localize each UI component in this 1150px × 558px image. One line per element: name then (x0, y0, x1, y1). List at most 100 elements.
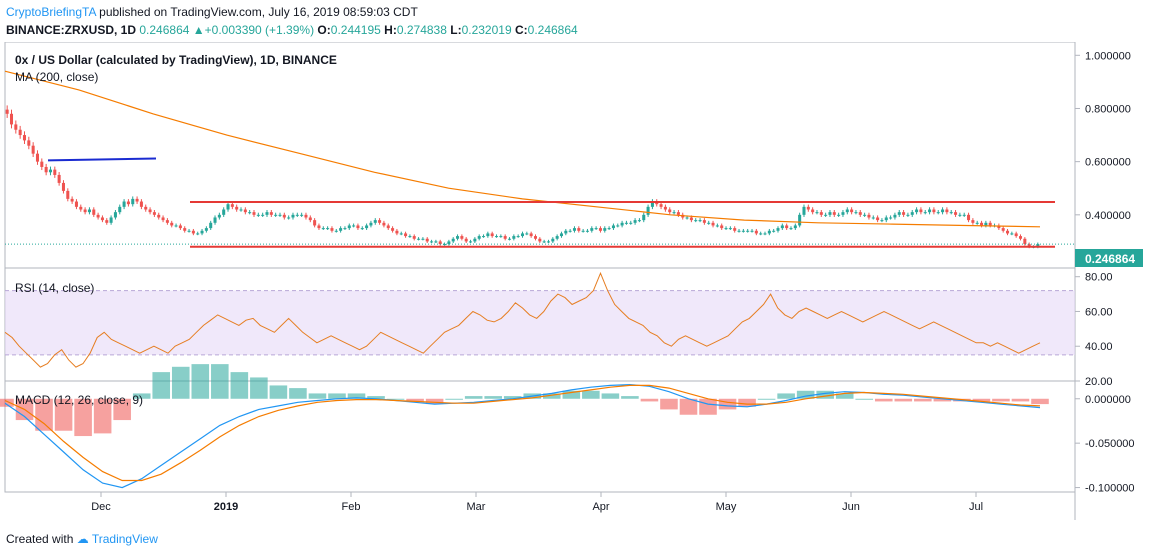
candle-body (928, 209, 932, 213)
candle-body (105, 220, 109, 223)
candle-body (274, 214, 278, 216)
candle-body (408, 236, 412, 238)
candle-body (637, 220, 641, 222)
macd-histogram-bar (367, 396, 385, 399)
candle-body (79, 206, 83, 210)
candle-body (109, 217, 113, 223)
candle-body (53, 169, 57, 175)
author-link[interactable]: CryptoBriefingTA (6, 5, 96, 19)
candle-body (793, 225, 797, 229)
candle-body (239, 209, 243, 211)
candle-body (22, 135, 27, 141)
candle-body (876, 217, 880, 221)
candle-body (568, 230, 572, 232)
candle-body (555, 236, 559, 239)
rsi-tick-label: 80.00 (1085, 272, 1113, 284)
candle-body (507, 238, 512, 240)
macd-histogram-bar (347, 393, 366, 399)
candle-body (603, 228, 607, 231)
candle-body (40, 161, 44, 167)
candle-body (741, 230, 745, 232)
candle-body (750, 230, 754, 232)
candle-body (144, 206, 148, 210)
macd-histogram-bar (718, 398, 737, 410)
time-tick-label: Mar (467, 501, 486, 513)
candle-body (300, 214, 304, 216)
candle-body (590, 228, 594, 231)
candle-body (525, 233, 529, 235)
candle-body (256, 214, 260, 216)
candle-body (152, 212, 156, 215)
candle-body (824, 214, 828, 216)
macd-histogram-bar (660, 398, 678, 410)
price-tick-label: 0.800000 (1085, 103, 1131, 115)
macd-histogram-bar (93, 398, 112, 434)
last-price-badge-text: 0.246864 (1085, 252, 1135, 266)
rsi-series (4, 271, 1041, 368)
price-pane[interactable] (4, 42, 1076, 269)
macd-histogram-bar (503, 396, 522, 399)
candle-body (57, 174, 61, 183)
candle-body (975, 222, 979, 224)
candle-body (183, 228, 187, 231)
candle-body (728, 228, 732, 230)
candle-body (395, 230, 399, 234)
candle-body (512, 236, 516, 239)
candle-body (707, 222, 711, 224)
candle-body (958, 214, 962, 216)
candle-body (139, 201, 143, 207)
chart-canvas[interactable]: 1.000000 0.800000 0.600000 0.400000 80.00 60.… (0, 42, 1150, 526)
open-label: O: (317, 23, 331, 37)
candle-body (733, 228, 737, 231)
macd-histogram-bar (992, 398, 1010, 402)
candle-body (789, 228, 793, 230)
candle-body (269, 212, 273, 215)
candle-body (326, 228, 330, 230)
macd-histogram-bar (1031, 398, 1049, 405)
tradingview-brand[interactable]: TradingView (91, 532, 158, 546)
macd-histogram-bar (679, 398, 698, 415)
candle-body (44, 166, 48, 173)
candle-body (685, 217, 689, 219)
last-price-badge (1075, 249, 1143, 267)
macd-histogram-bar (484, 396, 502, 399)
macd-histogram-bar (0, 398, 14, 407)
candle-body (676, 212, 680, 215)
rsi-band (5, 290, 1075, 356)
candle-body (546, 241, 550, 243)
candle-body (1036, 244, 1040, 247)
macd-histogram-bar (894, 398, 913, 402)
footer: Created with ☁ TradingView (6, 531, 158, 547)
macd-histogram-bar (132, 393, 151, 399)
candle-body (27, 140, 31, 146)
candle-body (126, 201, 130, 205)
candle-body (620, 222, 624, 226)
macd-series (0, 364, 1049, 489)
candle-body (715, 225, 719, 227)
candle-body (83, 209, 87, 213)
candle-body (585, 230, 589, 232)
macd-histogram-bar (757, 398, 776, 400)
candle-body (187, 230, 191, 232)
candle-body (538, 238, 542, 242)
candle-body (971, 220, 975, 223)
candle-body (174, 225, 178, 227)
candle-body (980, 222, 984, 226)
candle-body (473, 238, 477, 242)
rsi-band-fill (5, 290, 1075, 355)
candle-body (880, 220, 884, 222)
candle-body (815, 212, 819, 214)
signal-line (4, 384, 1041, 482)
candle-body (572, 228, 576, 231)
candle-body (499, 236, 503, 238)
candle-body (503, 236, 507, 239)
time-tick-label: Dec (91, 501, 111, 513)
candle-body (724, 228, 728, 230)
candle-body (754, 230, 758, 234)
macd-histogram-bar (738, 398, 756, 407)
candle-body (659, 204, 663, 207)
candle-body (118, 206, 122, 213)
candle-body (902, 212, 906, 215)
macd-histogram-bar (191, 364, 210, 399)
candle-body (962, 214, 966, 216)
